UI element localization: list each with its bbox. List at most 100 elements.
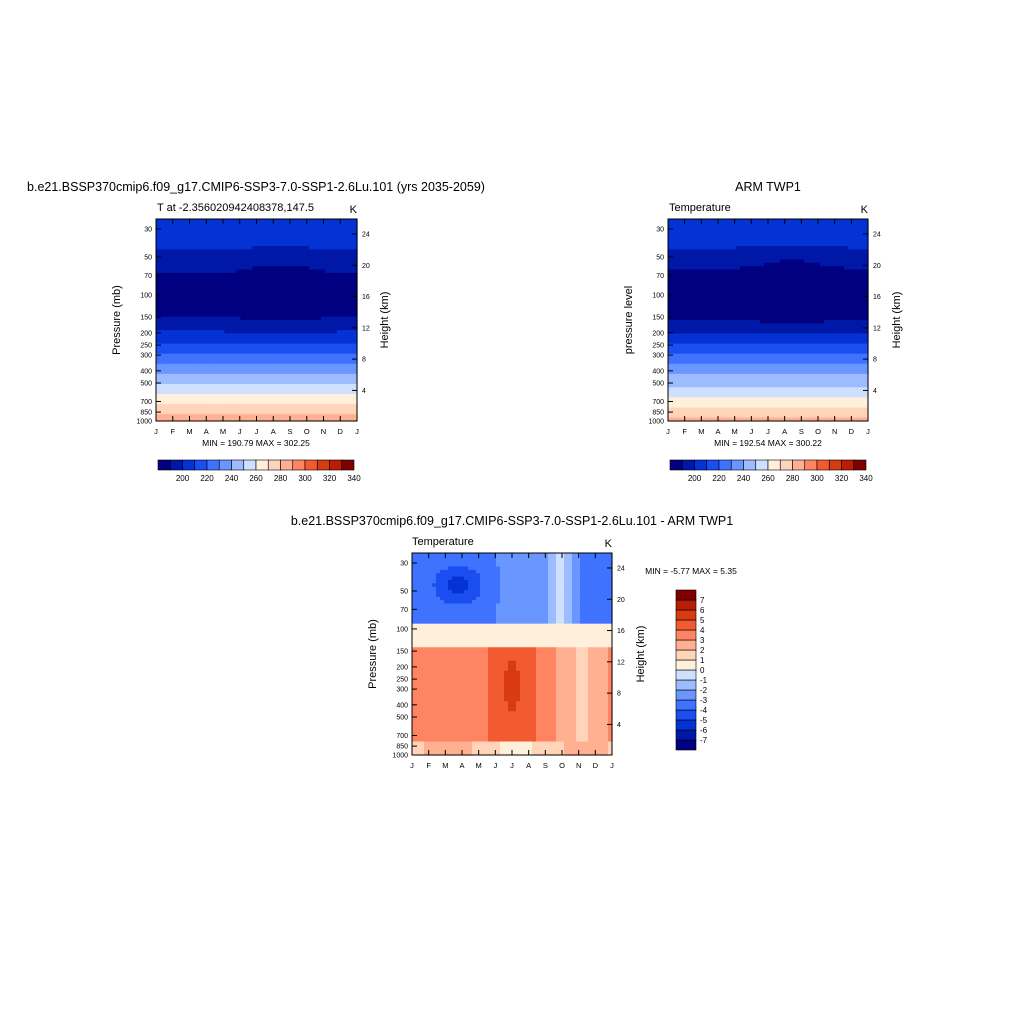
y-tick-label: 100 — [140, 292, 152, 299]
contour-cell — [336, 336, 342, 341]
contour-cell — [168, 232, 173, 237]
contour-cell — [272, 232, 278, 237]
contour-cell — [348, 357, 354, 361]
contour-cell — [216, 242, 221, 247]
contour-cell — [736, 229, 741, 234]
contour-cell — [708, 326, 713, 331]
contour-cell — [340, 272, 346, 277]
contour-cell — [720, 296, 725, 301]
contour-cell — [844, 303, 849, 308]
contour-cell — [208, 400, 213, 405]
contour-cell — [312, 232, 318, 237]
contour-cell — [820, 266, 825, 271]
contour-cell — [216, 316, 221, 321]
contour-cell — [184, 296, 189, 301]
contour-cell — [808, 266, 813, 271]
contour-cell — [176, 353, 181, 358]
contour-cell — [804, 340, 809, 345]
contour-cell — [740, 245, 745, 250]
contour-cell — [156, 232, 161, 237]
contour-cell — [276, 245, 282, 250]
contour-cell — [820, 326, 825, 331]
contour-cell — [268, 313, 274, 318]
contour-cell — [856, 303, 861, 308]
contour-cell — [688, 313, 693, 318]
contour-cell — [720, 323, 725, 328]
contour-cell — [300, 336, 306, 341]
contour-cell — [696, 296, 701, 301]
contour-cell — [268, 289, 274, 294]
contour-cell — [808, 245, 813, 250]
contour-cell — [312, 390, 318, 395]
contour-cell — [348, 350, 354, 355]
contour-cell — [308, 404, 314, 409]
contour-cell — [248, 256, 254, 260]
contour-cell — [864, 219, 869, 223]
contour-cell — [200, 229, 205, 234]
contour-cell — [336, 313, 342, 318]
contour-cell — [192, 333, 197, 338]
contour-cell — [256, 239, 262, 244]
contour-cell — [188, 306, 193, 311]
contour-cell — [312, 303, 318, 308]
contour-cell — [216, 407, 221, 412]
contour-cell — [784, 296, 789, 301]
contour-cell — [264, 235, 270, 240]
contour-cell — [208, 239, 213, 244]
contour-cell — [712, 259, 717, 264]
contour-cell — [168, 373, 173, 378]
contour-cell — [780, 219, 785, 223]
contour-cell — [240, 316, 246, 321]
contour-cell — [696, 242, 701, 247]
contour-cell — [316, 404, 322, 409]
contour-cell — [292, 309, 298, 314]
contour-cell — [696, 262, 701, 267]
contour-cell — [736, 343, 741, 348]
contour-cell — [672, 276, 677, 281]
contour-cell — [712, 245, 717, 250]
contour-cell — [352, 316, 358, 321]
contour-cell — [196, 394, 201, 399]
contour-cell — [828, 269, 833, 274]
contour-cell — [160, 232, 165, 237]
contour-cell — [320, 336, 326, 341]
contour-cell — [296, 303, 302, 308]
contour-cell — [236, 276, 242, 281]
contour-cell — [260, 370, 266, 375]
contour-cell — [748, 235, 753, 240]
contour-cell — [224, 245, 229, 250]
contour-cell — [168, 407, 173, 412]
contour-cell — [240, 245, 246, 250]
contour-cell — [272, 414, 278, 419]
contour-cell — [176, 394, 181, 399]
contour-cell — [772, 340, 777, 345]
contour-cell — [820, 333, 825, 338]
contour-cell — [336, 235, 342, 240]
contour-cell — [212, 360, 217, 365]
contour-cell — [164, 333, 169, 338]
contour-cell — [288, 363, 294, 368]
contour-cell — [336, 340, 342, 345]
contour-cell — [320, 360, 326, 365]
contour-cell — [220, 363, 225, 368]
contour-cell — [300, 276, 306, 281]
contour-cell — [332, 370, 338, 375]
contour-cell — [336, 387, 342, 392]
contour-cell — [320, 282, 326, 287]
contour-cell — [860, 239, 865, 244]
contour-cell — [180, 320, 185, 324]
contour-cell — [308, 249, 314, 254]
contour-cell — [256, 383, 262, 388]
contour-cell — [700, 242, 705, 247]
contour-cell — [268, 380, 274, 385]
contour-cell — [680, 235, 685, 240]
contour-cell — [692, 279, 697, 284]
contour-cell — [352, 377, 358, 382]
contour-cell — [336, 316, 342, 321]
contour-cell — [172, 410, 177, 415]
contour-cell — [176, 367, 181, 372]
contour-cell — [184, 336, 189, 341]
contour-cell — [804, 225, 809, 230]
contour-cell — [792, 256, 797, 260]
contour-cell — [160, 377, 165, 382]
